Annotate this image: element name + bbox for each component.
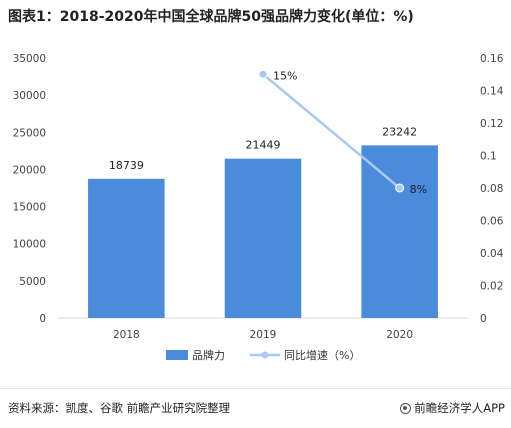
bar-value-label: 23242: [382, 125, 417, 138]
x-axis-tick-label: 2020: [386, 329, 413, 341]
brand-label: 前瞻经济学人APP: [414, 401, 505, 415]
bar-value-label: 18739: [109, 159, 144, 172]
right-axis-tick-label: 0.1: [480, 151, 497, 163]
source-note: 资料来源：凯度、谷歌 前瞻产业研究院整理: [8, 401, 231, 415]
bar: [361, 145, 438, 318]
right-axis-tick-label: 0.12: [480, 118, 503, 130]
legend-swatch-bar: [166, 350, 188, 360]
growth-point: [395, 183, 405, 193]
growth-point: [258, 69, 268, 79]
growth-value-label: 15%: [273, 69, 297, 82]
right-axis-tick-label: 0.04: [480, 248, 504, 260]
bar: [224, 158, 302, 318]
x-axis-tick-label: 2018: [113, 329, 140, 341]
right-axis-tick-label: 0.16: [480, 53, 504, 65]
growth-line: [262, 73, 401, 189]
right-axis-tick-label: 0.02: [480, 281, 503, 293]
left-axis-tick-label: 35000: [13, 53, 46, 65]
left-axis-tick-label: 30000: [13, 90, 46, 102]
footer-divider: [0, 388, 511, 389]
right-axis-tick-label: 0.14: [480, 86, 504, 98]
left-axis-tick-label: 25000: [13, 127, 46, 139]
bar: [88, 178, 165, 318]
left-axis-tick-label: 5000: [19, 276, 46, 288]
legend-swatch-marker: [261, 351, 269, 359]
x-axis-tick-label: 2019: [250, 329, 277, 341]
right-axis-tick-label: 0: [480, 313, 487, 325]
bar-value-label: 21449: [246, 139, 281, 152]
left-axis-tick-label: 15000: [13, 202, 46, 214]
growth-value-label: 8%: [410, 183, 427, 196]
left-axis-tick-label: 10000: [13, 239, 46, 251]
right-axis-tick-label: 0.06: [480, 216, 504, 228]
right-axis-tick-label: 0.08: [480, 183, 503, 195]
brand-logo-icon: [400, 403, 412, 414]
left-axis-tick-label: 0: [39, 313, 46, 325]
chart-title: 图表1：2018-2020年中国全球品牌50强品牌力变化(单位：%): [8, 9, 414, 25]
legend-label-bar: 品牌力: [192, 348, 225, 362]
brand-credit: 前瞻经济学人APP: [400, 400, 505, 416]
left-axis-tick-label: 20000: [13, 164, 46, 176]
legend-label-line: 同比增速（%）: [284, 348, 360, 362]
